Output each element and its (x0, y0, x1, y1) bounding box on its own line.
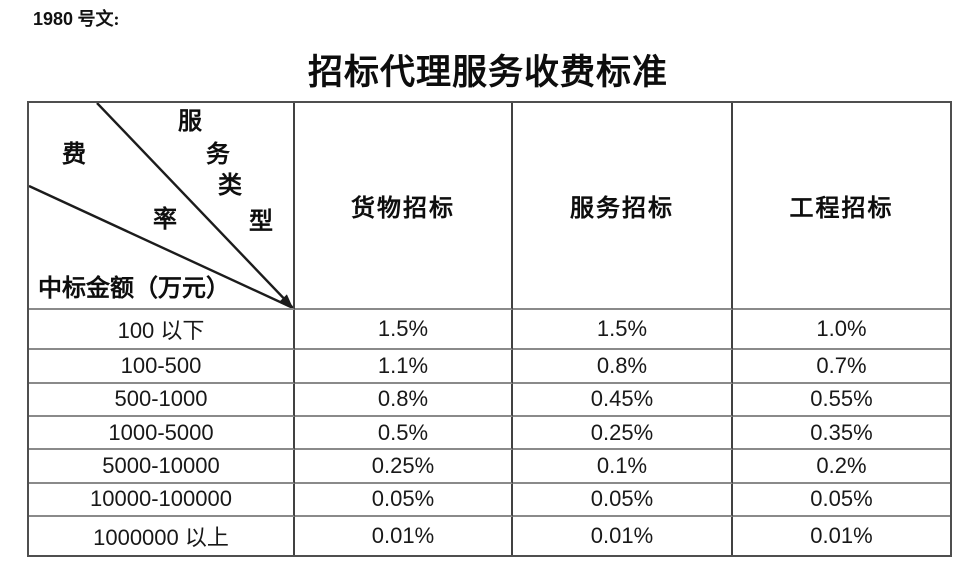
table-row: 1000000 以上 0.01% 0.01% 0.01% (29, 516, 950, 555)
doc-reference-label: 1980 号文: (33, 5, 120, 31)
corner-label-service-2: 务 (206, 142, 230, 168)
corner-label-service-4: 型 (249, 209, 273, 235)
row-label: 10000-100000 (29, 483, 295, 517)
fee-value: 0.45% (513, 383, 733, 418)
fee-value: 0.2% (733, 450, 950, 484)
corner-label-rate: 率 (153, 207, 177, 233)
fee-value: 0.01% (295, 516, 513, 555)
fee-value: 1.1% (295, 350, 513, 384)
row-label: 1000000 以上 (29, 516, 295, 555)
fee-value: 0.05% (513, 483, 733, 517)
table-row: 500-1000 0.8% 0.45% 0.55% (29, 383, 950, 418)
column-header-service-bidding: 服务招标 (513, 103, 733, 310)
fee-value: 0.55% (733, 384, 950, 418)
fee-value: 0.01% (810, 522, 873, 548)
corner-label-award-amount: 中标金额（万元） (38, 276, 230, 302)
table-row: 100 以下 1.5% 1.5% 1.0% (29, 310, 950, 351)
table-header-row: 费 率 服 务 类 型 中标金额（万元） 货物招标 服务招标 工程招标 (29, 103, 950, 310)
doc-reference-number: 1980 (33, 9, 74, 29)
fee-value: 0.25% (295, 450, 513, 484)
fee-value: 0.05% (295, 483, 513, 517)
fee-value: 0.7% (733, 350, 950, 384)
fee-value: 0.1% (513, 450, 733, 484)
fee-value: 1.0% (733, 310, 950, 351)
page-title: 招标代理服务收费标准 (307, 53, 668, 92)
fee-value: 1.5% (513, 310, 733, 351)
table-row: 5000-10000 0.25% 0.1% 0.2% (29, 450, 950, 484)
fee-value: 0.25% (513, 417, 733, 451)
table-row: 10000-100000 0.05% 0.05% 0.05% (29, 483, 950, 517)
fee-value: 0.8% (513, 350, 733, 384)
diagonal-header-cell: 费 率 服 务 类 型 中标金额（万元） (29, 103, 295, 310)
fee-value: 1.5% (295, 310, 513, 351)
corner-label-service-3: 类 (218, 173, 242, 199)
diagonal-divider-lines (29, 103, 293, 308)
table-row: 100-500 1.1% 0.8% 0.7% (29, 350, 950, 384)
fee-standard-table: 费 率 服 务 类 型 中标金额（万元） 货物招标 服务招标 工程招标 100 … (27, 101, 952, 557)
doc-reference-suffix: 号文: (73, 9, 120, 29)
row-label: 1000-5000 (29, 417, 295, 451)
fee-value: 0.05% (733, 484, 950, 517)
column-header-goods-bidding: 货物招标 (295, 103, 513, 310)
table-row: 1000-5000 0.5% 0.25% 0.35% (29, 417, 950, 451)
diagonal-arrowhead (279, 294, 293, 308)
fee-value: 0.35% (733, 417, 950, 451)
fee-value: 0.8% (295, 383, 513, 418)
corner-label-fee: 费 (62, 142, 86, 168)
row-label: 5000-10000 (29, 450, 295, 484)
row-label: 100-500 (29, 350, 295, 384)
row-label: 100 以下 (29, 310, 295, 351)
fee-value: 0.01% (513, 516, 733, 555)
row-label: 500-1000 (29, 383, 295, 418)
fee-value: 0.5% (295, 417, 513, 451)
corner-label-service-1: 服 (178, 109, 202, 135)
column-header-works-bidding: 工程招标 (733, 103, 950, 310)
